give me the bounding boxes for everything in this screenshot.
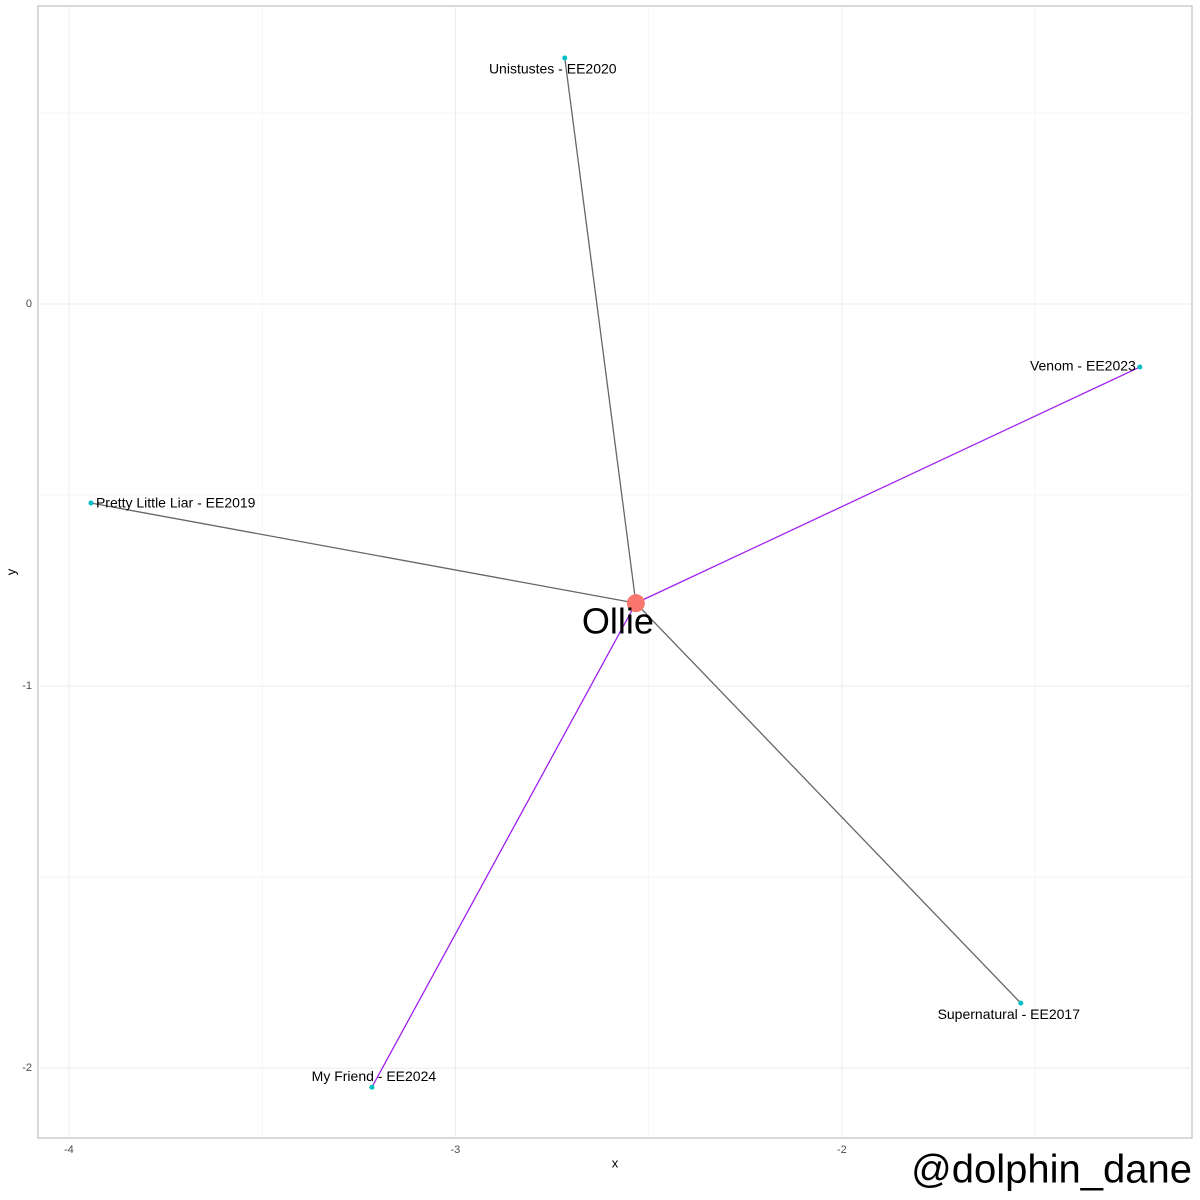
node-point <box>369 1084 375 1090</box>
node-point <box>88 500 94 506</box>
edges <box>90 57 1141 1088</box>
panel <box>37 5 1193 1139</box>
node-point <box>1137 364 1143 370</box>
edge <box>90 502 636 604</box>
y-tick-label: -1 <box>22 680 32 692</box>
caption: @dolphin_dane <box>911 1148 1192 1192</box>
center-label: Ollie <box>582 601 654 642</box>
node-label: Pretty Little Liar - EE2019 <box>96 495 256 511</box>
edge <box>635 602 1022 1004</box>
edge <box>635 366 1141 604</box>
edge <box>564 57 637 604</box>
y-tick-label: -2 <box>22 1062 32 1074</box>
grid <box>38 6 1192 1138</box>
x-tick-label: -4 <box>64 1144 74 1156</box>
edge <box>371 602 637 1088</box>
x-tick-label: -2 <box>837 1144 847 1156</box>
node-label: Unistustes - EE2020 <box>489 61 617 77</box>
y-axis-label: y <box>3 568 18 575</box>
center-node <box>626 594 645 613</box>
x-tick-label: -3 <box>450 1144 460 1156</box>
node-point <box>562 55 568 61</box>
nodes: Unistustes - EE2020 Venom - EE2023 Pretty … <box>88 55 1143 1090</box>
node-label: Venom - EE2023 <box>1030 358 1136 374</box>
node-point <box>1018 1000 1024 1006</box>
x-axis-label: x <box>612 1155 619 1170</box>
y-tick-label: 0 <box>26 298 32 310</box>
node-label: Supernatural - EE2017 <box>938 1006 1081 1022</box>
node-label: My Friend - EE2024 <box>312 1068 437 1084</box>
